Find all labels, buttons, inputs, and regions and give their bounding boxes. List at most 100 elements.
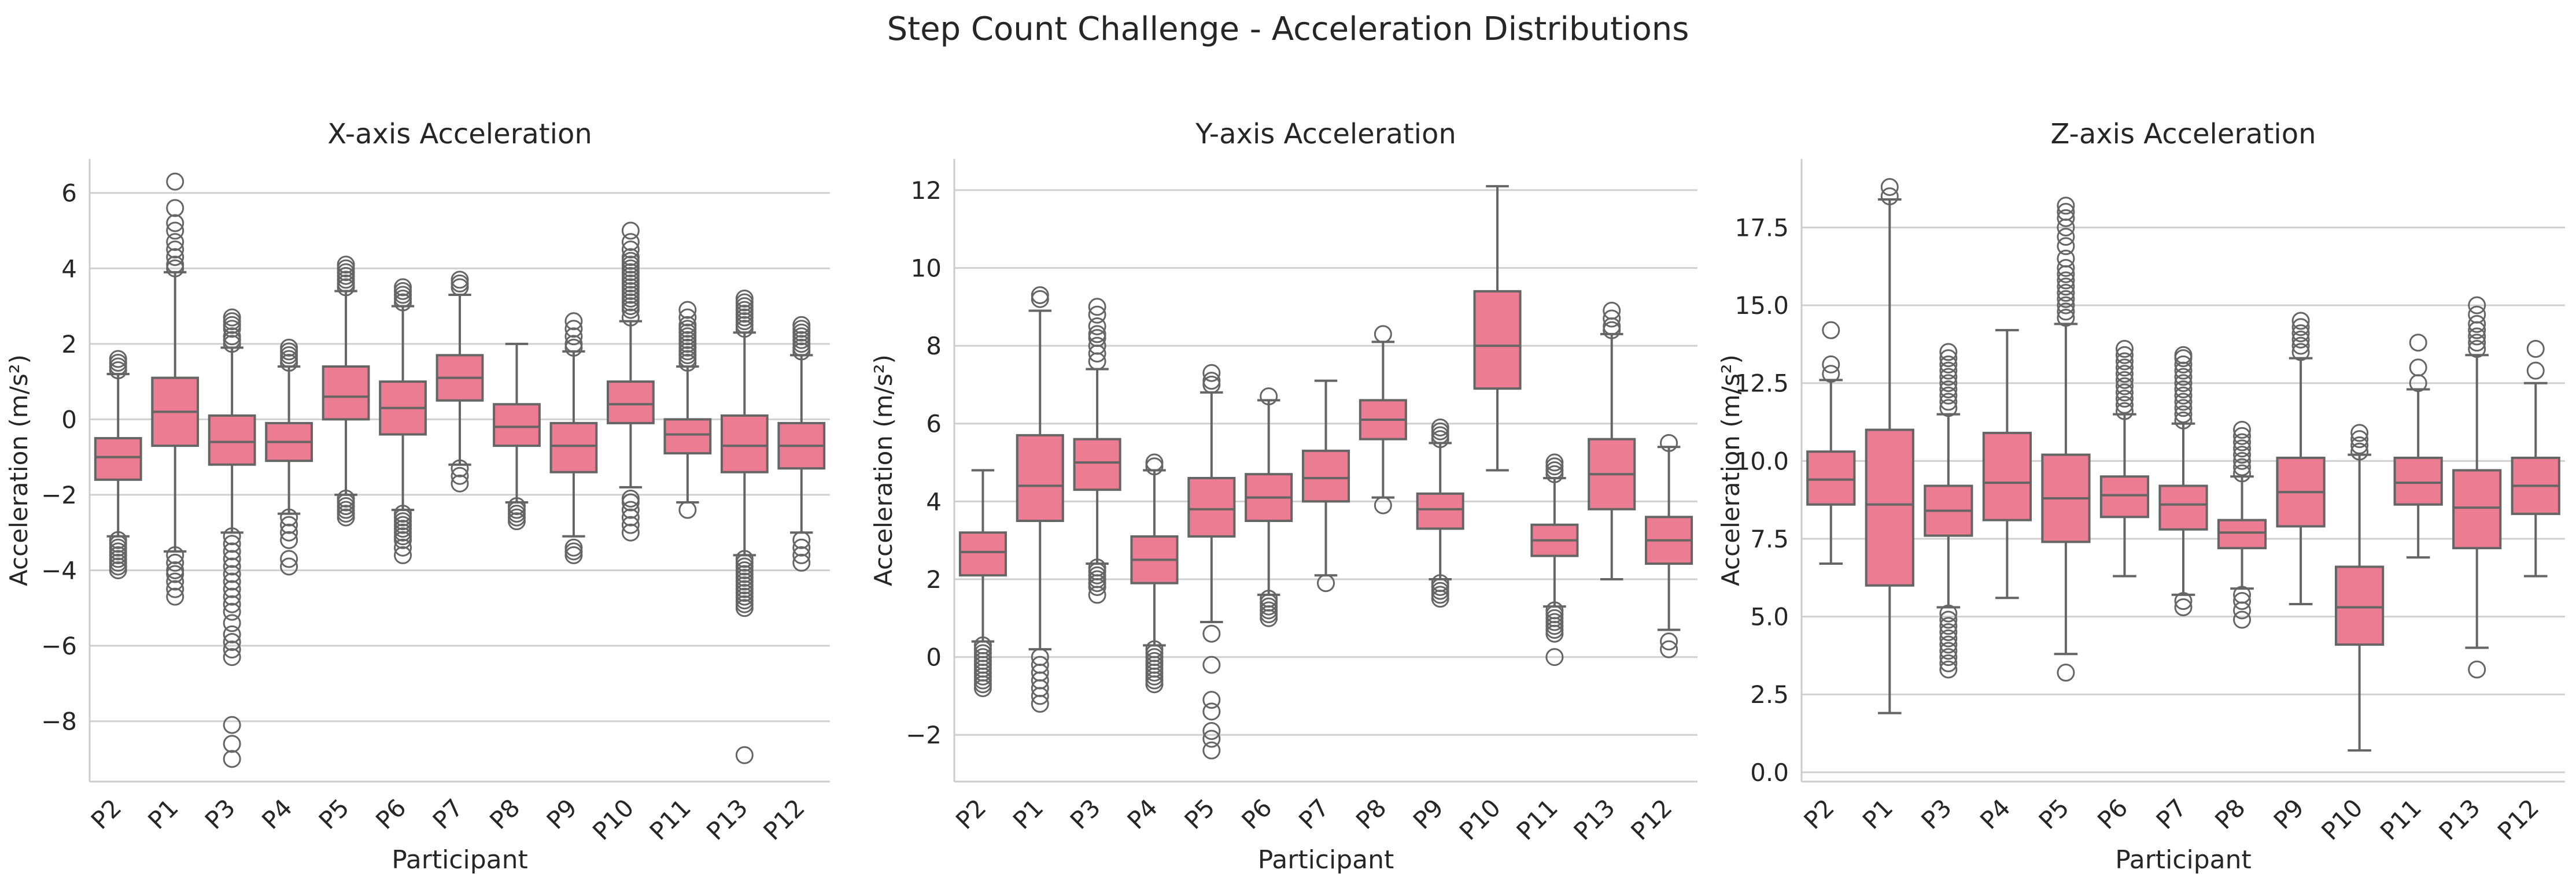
outlier-point xyxy=(1939,380,1958,398)
outlier-point xyxy=(223,735,241,753)
xtick-label: P4 xyxy=(1975,793,2016,834)
outlier-point xyxy=(1545,465,1564,483)
box-iqr xyxy=(493,403,541,447)
ytick-label: 7.5 xyxy=(1750,525,1789,553)
outlier-point xyxy=(166,221,184,240)
outlier-point xyxy=(223,527,241,546)
x-axis-label: Participant xyxy=(2115,845,2252,875)
xtick-label: P12 xyxy=(1625,793,1677,845)
outlier-point xyxy=(1545,453,1564,472)
outlier-point xyxy=(1939,623,1958,642)
outlier-point xyxy=(337,508,355,527)
ytick-label: 12 xyxy=(911,176,942,205)
outlier-point xyxy=(678,301,697,319)
box-P5 xyxy=(2041,197,2091,682)
outlier-point xyxy=(394,531,412,549)
outlier-point xyxy=(1374,325,1392,343)
outlier-point xyxy=(1431,582,1449,600)
outlier-point xyxy=(2174,368,2193,386)
outlier-point xyxy=(223,565,241,583)
outlier-point xyxy=(1822,365,1840,383)
outlier-point xyxy=(1939,386,1958,405)
outlier-point xyxy=(2057,271,2075,290)
xtick-label: P1 xyxy=(1007,793,1049,834)
outlier-point xyxy=(1545,457,1564,476)
box-iqr xyxy=(2452,469,2502,550)
box-P9 xyxy=(549,312,598,564)
outlier-point xyxy=(1202,691,1221,709)
outlier-point xyxy=(564,327,583,346)
outlier-point xyxy=(2057,237,2075,256)
box-iqr xyxy=(720,414,769,473)
outlier-point xyxy=(564,312,583,331)
box-P7 xyxy=(1301,379,1350,593)
outlier-point xyxy=(1603,309,1621,328)
outlier-point xyxy=(166,565,184,583)
outlier-point xyxy=(1145,675,1164,694)
outlier-point xyxy=(1545,461,1564,479)
outlier-point xyxy=(1260,605,1278,624)
xtick-label: P13 xyxy=(2433,793,2485,845)
outlier-point xyxy=(1431,426,1449,445)
outlier-point xyxy=(2468,305,2486,324)
outlier-point xyxy=(2468,660,2486,679)
ytick-label: −6 xyxy=(41,632,77,660)
box-P4 xyxy=(1982,329,2032,599)
outlier-point xyxy=(621,516,640,534)
outlier-point xyxy=(1939,648,1958,667)
y-axis-label: Acceleration (m/s²) xyxy=(869,354,898,586)
outlier-point xyxy=(1088,586,1106,604)
outlier-point xyxy=(2291,330,2310,349)
outlier-point xyxy=(2057,664,2075,682)
box-P3 xyxy=(1073,298,1121,604)
xtick-label: P1 xyxy=(142,793,183,834)
outlier-point xyxy=(2233,433,2252,451)
outlier-point xyxy=(1939,361,1958,380)
outlier-point xyxy=(2350,430,2369,449)
outlier-point xyxy=(2115,346,2134,364)
outlier-point xyxy=(2291,312,2310,330)
outlier-point xyxy=(223,595,241,613)
xtick-label: P9 xyxy=(2268,793,2309,834)
outlier-point xyxy=(2350,442,2369,461)
outlier-point xyxy=(1031,694,1049,713)
outlier-point xyxy=(1939,629,1958,647)
outlier-point xyxy=(1939,374,1958,393)
outlier-point xyxy=(2115,339,2134,358)
xtick-label: P4 xyxy=(256,793,297,834)
outlier-point xyxy=(2291,324,2310,343)
outlier-point xyxy=(166,248,184,267)
xtick-label: P11 xyxy=(1511,793,1563,845)
box-P8 xyxy=(493,342,541,531)
xtick-label: P7 xyxy=(427,793,468,834)
xtick-label: P13 xyxy=(701,793,753,845)
xtick-label: P11 xyxy=(2375,793,2427,845)
box-iqr xyxy=(2099,475,2150,519)
xtick-label: P6 xyxy=(2092,793,2133,834)
xtick-label: P13 xyxy=(1568,793,1620,845)
outlier-point xyxy=(1260,597,1278,616)
outlier-point xyxy=(973,679,992,697)
outlier-point xyxy=(166,553,184,572)
outlier-point xyxy=(2233,420,2252,439)
outlier-point xyxy=(2174,355,2193,373)
ytick-label: −2 xyxy=(41,481,77,509)
outlier-point xyxy=(2468,314,2486,333)
figure-title: Step Count Challenge - Acceleration Dist… xyxy=(887,10,1689,48)
outlier-point xyxy=(166,546,184,564)
outlier-point xyxy=(2350,436,2369,454)
box-iqr xyxy=(1073,438,1121,491)
outlier-point xyxy=(564,546,583,564)
outlier-point xyxy=(2057,277,2075,296)
outlier-point xyxy=(280,557,298,576)
outlier-point xyxy=(2526,339,2545,358)
box-P1 xyxy=(1016,286,1064,713)
outlier-point xyxy=(2233,610,2252,629)
outlier-point xyxy=(2115,358,2134,377)
outlier-point xyxy=(2057,203,2075,221)
xtick-label: P1 xyxy=(1857,793,1898,834)
outlier-point xyxy=(735,599,754,617)
ytick-label: 0 xyxy=(61,405,77,434)
y-axis-label: Acceleration (m/s²) xyxy=(5,354,33,586)
